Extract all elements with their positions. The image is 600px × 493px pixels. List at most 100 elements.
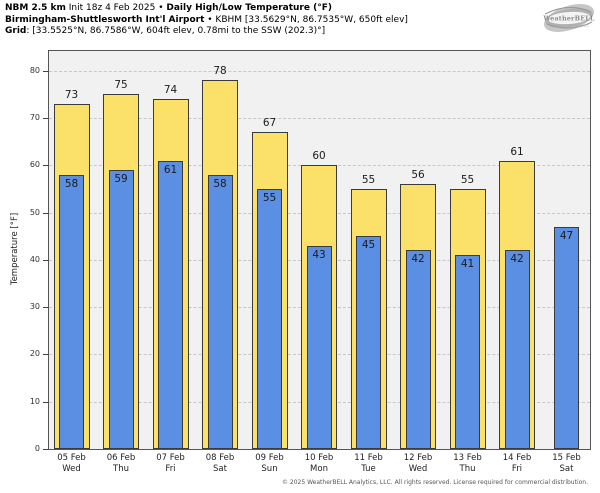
x-tick-label: 11 Feb Tue — [344, 453, 394, 475]
y-tick-label: 30 — [29, 302, 40, 312]
low-value-label: 41 — [460, 258, 475, 271]
x-tick-day: Sun — [261, 464, 278, 474]
y-tick-mark — [43, 449, 48, 450]
y-tick-mark — [43, 401, 48, 403]
gridline-80 — [49, 70, 590, 72]
x-tick-date: 08 Feb — [205, 453, 235, 463]
low-value-label: 42 — [510, 253, 524, 266]
y-tick-mark — [43, 307, 48, 309]
low-bar — [504, 250, 530, 449]
header-line-1: NBM 2.5 km Init 18z 4 Feb 2025 • Daily H… — [5, 3, 408, 15]
x-tick-label: 09 Feb Sun — [245, 453, 295, 475]
low-bar — [59, 174, 84, 449]
y-tick-label: 60 — [29, 160, 40, 170]
low-value-label: 43 — [312, 248, 326, 261]
y-tick-mark — [43, 354, 48, 356]
y-tick-mark — [43, 165, 48, 167]
low-value-label: 58 — [213, 177, 227, 190]
high-value-label: 74 — [163, 84, 178, 97]
y-tick-label: 0 — [34, 444, 40, 453]
x-tick-date: 13 Feb — [453, 453, 482, 463]
model-name: NBM 2.5 km — [5, 3, 66, 13]
low-value-label: 61 — [163, 163, 178, 176]
header-line-2: Birmingham-Shuttlesworth Int'l Airport •… — [5, 15, 408, 27]
low-bar — [207, 174, 233, 449]
low-bar — [306, 245, 332, 449]
y-tick-label: 20 — [29, 349, 40, 359]
high-value-label: 61 — [510, 145, 524, 158]
low-bar — [455, 255, 480, 449]
x-tick-label: 06 Feb Thu — [96, 453, 146, 475]
x-tick-day: Wed — [62, 464, 81, 474]
x-tick-label: 07 Feb Fri — [146, 453, 196, 475]
low-value-label: 59 — [114, 173, 128, 186]
x-tick-day: Sat — [213, 464, 227, 474]
low-value-label: 42 — [411, 253, 425, 266]
svg-text:WeatherBELL: WeatherBELL — [542, 15, 595, 23]
chart-header: NBM 2.5 km Init 18z 4 Feb 2025 • Daily H… — [5, 3, 408, 38]
x-tick-label: 14 Feb Fri — [492, 453, 542, 475]
low-value-label: 58 — [64, 177, 79, 190]
y-axis-title: Temperature [°F] — [10, 212, 20, 286]
high-value-label: 60 — [312, 150, 326, 163]
low-bar — [356, 236, 381, 449]
low-bar — [257, 189, 282, 449]
x-tick-label: 08 Feb Sat — [195, 453, 245, 475]
low-value-label: 55 — [262, 192, 277, 205]
y-tick-mark — [43, 118, 48, 120]
grid-coords: : [33.5525°N, 86.7586°W, 604ft elev, 0.7… — [26, 26, 326, 36]
station-coords: • KBHM [33.5629°N, 86.7535°W, 650ft elev… — [204, 14, 408, 25]
x-tick-date: 05 Feb — [57, 453, 86, 463]
station-name: Birmingham-Shuttlesworth Int'l Airport — [5, 14, 205, 25]
x-tick-day: Sat — [559, 464, 574, 474]
high-value-label: 75 — [114, 79, 128, 92]
x-tick-label: 05 Feb Wed — [47, 453, 97, 475]
x-tick-day: Thu — [113, 464, 129, 474]
x-tick-label: 15 Feb Sat — [542, 453, 592, 475]
copyright-notice: © 2025 WeatherBELL Analytics, LLC. All r… — [282, 479, 588, 486]
init-time: Init 18z 4 Feb 2025 • — [65, 3, 167, 13]
y-tick-label: 50 — [29, 207, 40, 217]
x-tick-date: 10 Feb — [304, 453, 334, 463]
x-tick-date: 11 Feb — [354, 453, 383, 463]
x-tick-day: Fri — [165, 464, 176, 474]
header-line-3: Grid: [33.5525°N, 86.7586°W, 604ft elev,… — [5, 26, 408, 38]
low-bar — [405, 250, 431, 449]
chart-title: Daily High/Low Temperature (°F) — [166, 3, 332, 13]
low-bar — [108, 170, 134, 449]
weatherbell-logo: WeatherBELL Analytics LLC — [542, 4, 595, 32]
y-tick-label: 40 — [29, 254, 40, 264]
low-bar — [158, 160, 183, 449]
high-value-label: 55 — [361, 174, 376, 187]
x-tick-date: 09 Feb — [255, 453, 284, 463]
svg-text:Analytics LLC: Analytics LLC — [569, 24, 589, 28]
plot-area: 0 10 20 30 40 50 60 70 80 73 58 05 Feb Wed 75 59 06 Feb… — [30, 50, 591, 474]
x-tick-label: 13 Feb Thu — [443, 453, 493, 475]
x-tick-date: 15 Feb — [552, 453, 581, 463]
y-tick-label: 70 — [29, 113, 40, 123]
grid-label: Grid — [5, 26, 27, 36]
low-value-label: 45 — [361, 239, 376, 252]
low-value-label: 47 — [559, 229, 574, 242]
x-tick-day: Thu — [459, 464, 476, 474]
high-value-label: 55 — [460, 174, 475, 187]
high-value-label: 73 — [64, 88, 79, 101]
x-tick-label: 12 Feb Wed — [393, 453, 443, 475]
y-tick-label: 80 — [29, 65, 40, 75]
x-tick-date: 07 Feb — [156, 453, 185, 463]
x-tick-date: 12 Feb — [403, 453, 433, 463]
high-value-label: 56 — [411, 169, 425, 182]
y-tick-mark — [43, 212, 48, 214]
x-tick-day: Tue — [361, 464, 376, 474]
y-tick-mark — [43, 259, 48, 261]
x-tick-date: 06 Feb — [106, 453, 136, 463]
gridline-70 — [49, 118, 590, 120]
low-bar — [554, 226, 579, 449]
high-value-label: 67 — [262, 117, 277, 130]
y-tick-mark — [43, 70, 48, 72]
y-tick-label: 10 — [29, 396, 40, 406]
x-tick-day: Fri — [511, 464, 523, 474]
high-value-label: 78 — [213, 65, 227, 78]
